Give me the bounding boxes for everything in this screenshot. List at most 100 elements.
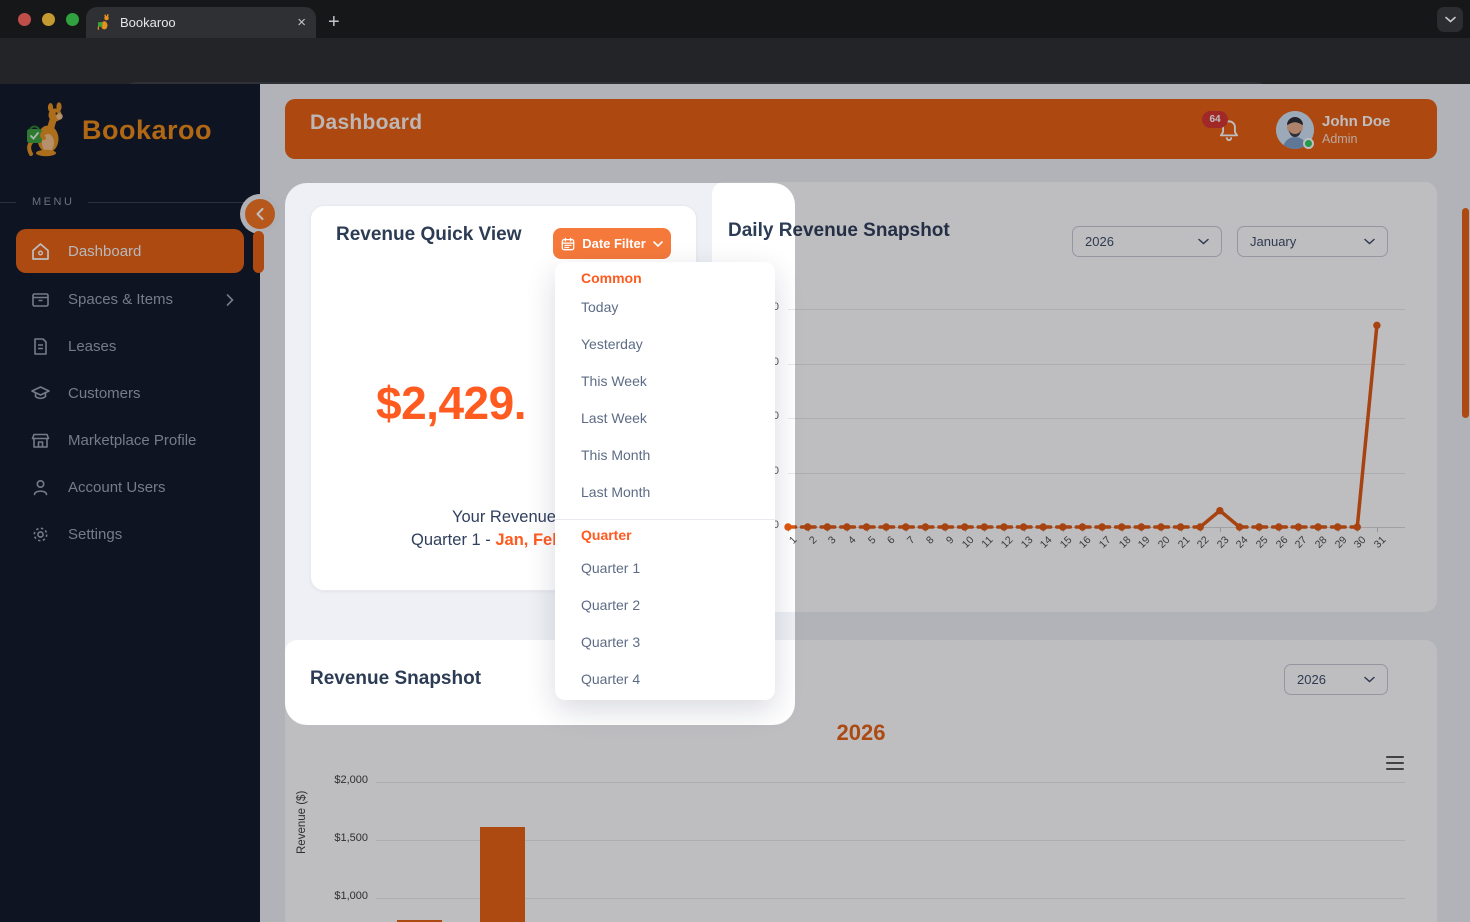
- snapshot-year-select[interactable]: 2026: [1284, 664, 1388, 695]
- tab-title: Bookaroo: [120, 15, 176, 30]
- date-filter-option[interactable]: Last Month: [581, 484, 651, 500]
- snapshot-ytick-label: $1,500: [334, 832, 368, 844]
- tab-list-chevron-button[interactable]: [1437, 7, 1463, 32]
- date-filter-option[interactable]: This Month: [581, 447, 651, 463]
- kangaroo-logo-icon: [27, 102, 63, 157]
- daily-year-value: 2026: [1085, 234, 1114, 249]
- chevron-down-icon: [652, 240, 663, 247]
- date-filter-option[interactable]: Yesterday: [581, 336, 643, 352]
- page-scrollbar-thumb[interactable]: [1462, 208, 1469, 418]
- user-name: John Doe: [1322, 113, 1391, 130]
- new-tab-button[interactable]: +: [328, 11, 340, 33]
- sidebar-item-label: Dashboard: [68, 242, 142, 260]
- browser-toolbar: 127.0.0.1:8000/hwy-60-rv-storage/storage…: [0, 38, 1470, 116]
- user-icon: [30, 477, 51, 498]
- gridline: [788, 418, 1405, 419]
- brand-wordmark: Bookaroo: [82, 114, 213, 145]
- gridline: [788, 363, 1405, 365]
- user-role: Admin: [1322, 132, 1358, 146]
- storefront-icon: [30, 430, 51, 451]
- chevron-left-icon: [256, 208, 264, 220]
- date-filter-option[interactable]: Last Week: [581, 410, 647, 426]
- page-viewport: Bookaroo MENU Dashboard Spaces & Items: [0, 84, 1470, 922]
- quick-view-period-prefix: Quarter 1 -: [411, 531, 496, 549]
- brand-logo[interactable]: Bookaroo: [24, 102, 212, 158]
- page-title: Dashboard: [310, 111, 423, 134]
- sidebar: Bookaroo MENU Dashboard Spaces & Items: [0, 84, 260, 922]
- menu-section-label: MENU: [32, 196, 75, 208]
- revenue-quick-view-title: Revenue Quick View: [336, 224, 522, 245]
- snapshot-chart-title: 2026: [836, 720, 886, 745]
- document-icon: [30, 336, 51, 357]
- revenue-bar: [397, 920, 442, 922]
- box-icon: [30, 289, 51, 310]
- daily-month-select[interactable]: January: [1237, 226, 1388, 257]
- chevron-down-icon: [1364, 676, 1375, 683]
- sidebar-item-account-users[interactable]: Account Users: [0, 464, 260, 511]
- sidebar-item-label: Account Users: [68, 479, 166, 496]
- tab-favicon-kangaroo-icon: [97, 14, 109, 31]
- minimize-window-button[interactable]: [42, 13, 55, 26]
- sidebar-item-settings[interactable]: Settings: [0, 511, 260, 558]
- date-filter-option[interactable]: Quarter 2: [581, 597, 641, 613]
- graduation-cap-icon: [30, 383, 51, 404]
- daily-line-chart: [788, 309, 1405, 527]
- browser-titlebar: Bookaroo × +: [0, 0, 1470, 38]
- snapshot-y-axis-label: Revenue ($): [296, 790, 308, 854]
- chevron-down-icon: [1444, 16, 1456, 23]
- revenue-snapshot-title: Revenue Snapshot: [310, 668, 482, 689]
- dropdown-group-label: Common: [581, 270, 642, 286]
- gridline: [788, 472, 1405, 474]
- snapshot-year-value: 2026: [1297, 672, 1326, 687]
- quick-view-period: Quarter 1 - Jan, Feb: [411, 531, 562, 550]
- sidebar-collapse-button[interactable]: [245, 199, 275, 229]
- close-window-button[interactable]: [18, 13, 31, 26]
- chevron-down-icon: [1364, 238, 1375, 245]
- sidebar-item-label: Leases: [68, 338, 117, 355]
- daily-revenue-title: Daily Revenue Snapshot: [728, 220, 950, 241]
- dropdown-divider: [555, 519, 775, 520]
- chart-menu-hamburger-icon[interactable]: [1386, 756, 1404, 770]
- sidebar-item-label: Customers: [68, 385, 141, 402]
- revenue-bar: [480, 827, 525, 922]
- sidebar-item-marketplace-profile[interactable]: Marketplace Profile: [0, 417, 260, 464]
- calendar-icon: [561, 237, 575, 250]
- gridline: [376, 840, 1405, 841]
- daily-year-select[interactable]: 2026: [1072, 226, 1222, 257]
- sidebar-edge-accent: [253, 231, 264, 273]
- gridline: [788, 309, 1405, 310]
- date-filter-option[interactable]: Today: [581, 299, 619, 315]
- date-filter-option[interactable]: Quarter 3: [581, 634, 641, 650]
- revenue-snapshot-card: [285, 640, 1437, 922]
- snapshot-bar-chart: [376, 774, 1405, 922]
- quick-view-caption: Your Revenue: [452, 508, 556, 526]
- sidebar-item-leases[interactable]: Leases: [0, 323, 260, 370]
- notification-count-badge: 64: [1202, 111, 1228, 128]
- sidebar-item-dashboard[interactable]: Dashboard: [16, 229, 244, 273]
- daily-month-value: January: [1250, 234, 1297, 249]
- date-filter-option[interactable]: Quarter 4: [581, 671, 641, 687]
- sidebar-item-spaces-items[interactable]: Spaces & Items: [0, 276, 260, 323]
- date-filter-option[interactable]: This Week: [581, 373, 647, 389]
- dropdown-group-label: Quarter: [581, 527, 632, 543]
- daily-line-series: [784, 321, 1381, 531]
- daily-x-tickmark: [1376, 528, 1378, 532]
- sidebar-item-customers[interactable]: Customers: [0, 370, 260, 417]
- gear-icon: [30, 524, 51, 545]
- chevron-down-icon: [1198, 238, 1209, 245]
- page-header: [285, 99, 1437, 159]
- zoom-window-button[interactable]: [66, 13, 79, 26]
- quick-view-period-months: Jan, Feb: [495, 531, 563, 549]
- daily-x-tickmark: [1219, 528, 1221, 532]
- date-filter-option[interactable]: Quarter 1: [581, 560, 641, 576]
- online-status-dot: [1303, 138, 1314, 149]
- gridline: [376, 782, 1405, 783]
- gridline: [376, 898, 1405, 899]
- sidebar-menu: Dashboard Spaces & Items Leases Customer…: [0, 229, 260, 558]
- browser-tab[interactable]: Bookaroo ×: [86, 7, 316, 38]
- date-filter-button[interactable]: Date Filter: [553, 228, 671, 259]
- tab-close-icon[interactable]: ×: [297, 14, 306, 31]
- sidebar-item-label: Settings: [68, 526, 123, 543]
- quick-view-amount: $2,429.: [376, 377, 526, 429]
